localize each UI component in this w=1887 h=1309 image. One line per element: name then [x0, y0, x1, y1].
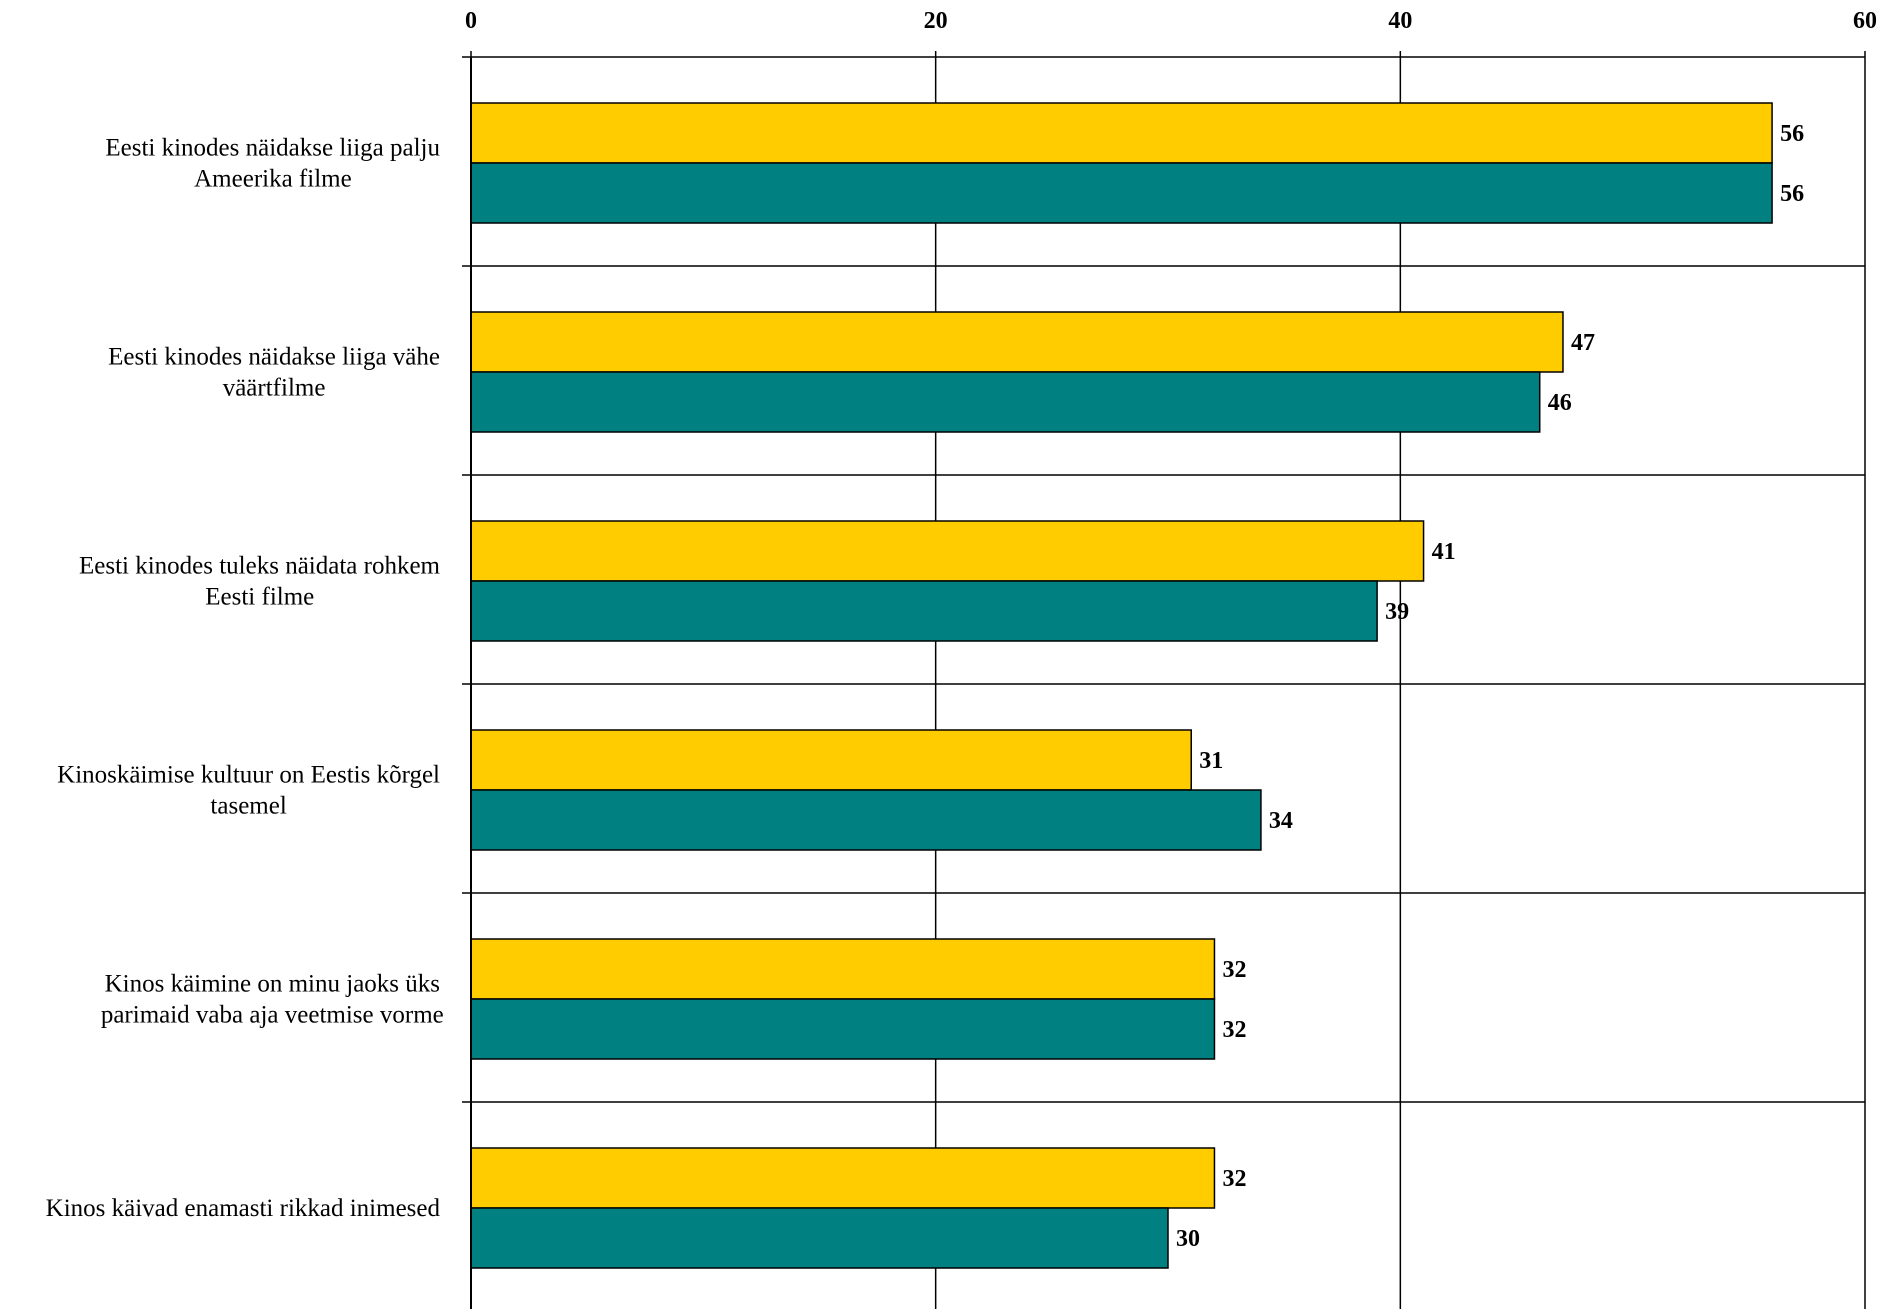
category-label: väärtfilme	[223, 375, 326, 402]
bar-series2-1	[470, 371, 1541, 433]
category-label: Kinos käimine on minu jaoks üks	[105, 971, 440, 998]
data-label: 46	[1548, 390, 1572, 416]
bar-series1-5	[470, 1147, 1216, 1209]
bar-series1-0	[470, 102, 1773, 164]
data-label: 32	[1222, 957, 1246, 983]
category-label: Eesti kinodes tuleks näidata rohkem	[79, 553, 441, 580]
bar-series1-3	[470, 729, 1192, 791]
category-label: Eesti kinodes näidakse liiga palju	[105, 135, 440, 162]
bar-series1-4	[470, 938, 1216, 1000]
bar-series2-2	[470, 580, 1378, 642]
x-tick-label: 60	[1853, 8, 1877, 34]
category-label: parimaid vaba aja veetmise vorme	[101, 1002, 444, 1029]
category-label: tasemel	[210, 793, 286, 820]
labels-layer: 0 20 40 60 56 47 41 31 32 32 56 46 39 34 32 30 Eesti kin…	[46, 8, 1877, 1252]
data-label: 56	[1780, 121, 1804, 147]
data-label: 39	[1385, 599, 1409, 625]
data-label: 34	[1269, 808, 1293, 834]
data-label: 47	[1571, 330, 1595, 356]
category-label: Kinoskäimise kultuur on Eestis kõrgel	[57, 762, 440, 789]
bar-series1-1	[470, 311, 1564, 373]
axis-layer	[462, 56, 472, 1309]
bar-series2-4	[470, 998, 1216, 1060]
x-tick-label: 40	[1388, 8, 1412, 34]
bar-series2-0	[470, 162, 1773, 224]
category-label: Eesti kinodes näidakse liiga vähe	[108, 344, 440, 371]
grid-layer	[470, 51, 1866, 1309]
data-label: 32	[1222, 1017, 1246, 1043]
x-tick-label: 0	[465, 8, 477, 34]
bar-series2-5	[470, 1207, 1169, 1269]
x-tick-label: 20	[924, 8, 948, 34]
category-label: Kinos käivad enamasti rikkad inimesed	[46, 1195, 441, 1222]
category-label: Ameerika filme	[194, 166, 352, 193]
data-label: 30	[1176, 1226, 1200, 1252]
data-label: 56	[1780, 181, 1804, 207]
data-label: 32	[1222, 1166, 1246, 1192]
category-label: Eesti filme	[205, 584, 314, 611]
bar-series1-2	[470, 520, 1425, 582]
data-label: 41	[1432, 539, 1456, 565]
bars-layer	[470, 102, 1773, 1269]
data-label: 31	[1199, 748, 1223, 774]
bar-series2-3	[470, 789, 1262, 851]
